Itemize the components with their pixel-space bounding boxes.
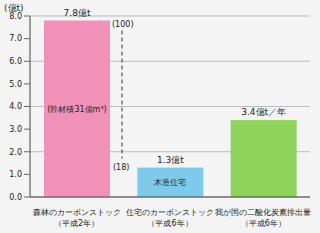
- svg-text:1.3億t: 1.3億t: [157, 155, 184, 165]
- svg-text:7.8億t: 7.8億t: [64, 8, 91, 18]
- svg-text:6.0: 6.0: [9, 57, 22, 66]
- svg-text:4.0: 4.0: [9, 102, 22, 111]
- svg-text:0.0: 0.0: [9, 193, 22, 202]
- svg-text:(幹材積31億m³): (幹材積31億m³): [47, 105, 106, 114]
- svg-text:7.0: 7.0: [9, 34, 22, 43]
- svg-text:(100): (100): [112, 20, 134, 29]
- svg-text:3.0: 3.0: [9, 125, 22, 134]
- svg-text:住宅のカーボンストック（平成6年）: 住宅のカーボンストック（平成6年）: [126, 208, 214, 228]
- svg-text:(18): (18): [113, 163, 129, 172]
- svg-text:森林のカーボンストック（平成2年）: 森林のカーボンストック（平成2年）: [33, 208, 121, 228]
- svg-text:2.0: 2.0: [9, 148, 22, 157]
- svg-text:8.0: 8.0: [9, 12, 22, 21]
- svg-text:3.4億t／年: 3.4億t／年: [241, 107, 286, 117]
- svg-text:木造住宅: 木造住宅: [154, 178, 186, 187]
- svg-text:5.0: 5.0: [9, 80, 22, 89]
- svg-text:1.0: 1.0: [9, 170, 22, 179]
- svg-text:我が国の二酸化炭素排出量（平成6年）: 我が国の二酸化炭素排出量（平成6年）: [215, 208, 311, 228]
- html-text:(億t): (億t): [4, 3, 24, 13]
